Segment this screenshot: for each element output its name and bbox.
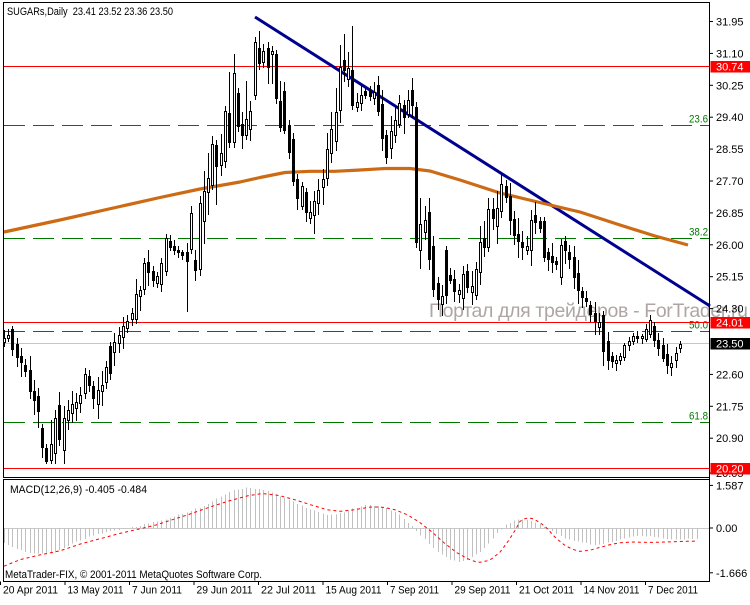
- svg-text:20 Apr 2011: 20 Apr 2011: [3, 585, 58, 597]
- svg-text:25.15: 25.15: [716, 272, 744, 284]
- svg-text:28.55: 28.55: [716, 144, 744, 156]
- svg-text:23.50: 23.50: [716, 339, 744, 351]
- svg-text:26.00: 26.00: [716, 240, 744, 252]
- svg-text:29.40: 29.40: [716, 112, 744, 124]
- svg-text:31.10: 31.10: [716, 48, 744, 60]
- svg-text:SUGARs,Daily 23.41 23.52 23.3: SUGARs,Daily 23.41 23.52 23.36 23.50: [7, 6, 173, 18]
- svg-text:38.2: 38.2: [689, 227, 708, 239]
- svg-text:0.00: 0.00: [716, 523, 737, 535]
- svg-text:20.90: 20.90: [716, 433, 744, 445]
- svg-text:27.70: 27.70: [716, 176, 744, 188]
- svg-text:7 Sep 2011: 7 Sep 2011: [390, 585, 439, 597]
- svg-text:61.8: 61.8: [689, 411, 708, 423]
- svg-text:MACD(12,26,9) -0.405 -0.484: MACD(12,26,9) -0.405 -0.484: [10, 484, 147, 496]
- svg-text:22.60: 22.60: [716, 369, 744, 381]
- svg-text:21.75: 21.75: [716, 401, 744, 413]
- svg-text:21 Oct 2011: 21 Oct 2011: [519, 585, 574, 597]
- svg-text:29 Sep 2011: 29 Sep 2011: [455, 585, 511, 597]
- svg-text:30.25: 30.25: [716, 80, 744, 92]
- svg-text:1.587: 1.587: [716, 480, 744, 492]
- svg-text:20.20: 20.20: [716, 464, 744, 476]
- svg-text:26.85: 26.85: [716, 208, 744, 220]
- svg-text:50.0: 50.0: [689, 320, 708, 332]
- svg-text:13 May 2011: 13 May 2011: [68, 585, 124, 597]
- svg-text:MetaTrader-FIX, © 2001-2011 Me: MetaTrader-FIX, © 2001-2011 MetaQuotes S…: [5, 569, 262, 581]
- svg-text:24.30: 24.30: [716, 304, 744, 316]
- svg-text:7 Dec 2011: 7 Dec 2011: [648, 585, 698, 597]
- svg-text:7 Jun 2011: 7 Jun 2011: [132, 585, 182, 597]
- svg-text:15 Aug 2011: 15 Aug 2011: [326, 585, 382, 597]
- svg-text:23.6: 23.6: [689, 114, 708, 126]
- svg-text:29 Jun 2011: 29 Jun 2011: [197, 585, 253, 597]
- svg-text:24.01: 24.01: [716, 318, 744, 330]
- svg-text:31.95: 31.95: [716, 17, 744, 29]
- svg-text:-1.666: -1.666: [716, 568, 747, 580]
- svg-text:30.74: 30.74: [716, 62, 744, 74]
- svg-text:14 Nov 2011: 14 Nov 2011: [584, 585, 640, 597]
- svg-text:22 Jul 2011: 22 Jul 2011: [261, 585, 316, 597]
